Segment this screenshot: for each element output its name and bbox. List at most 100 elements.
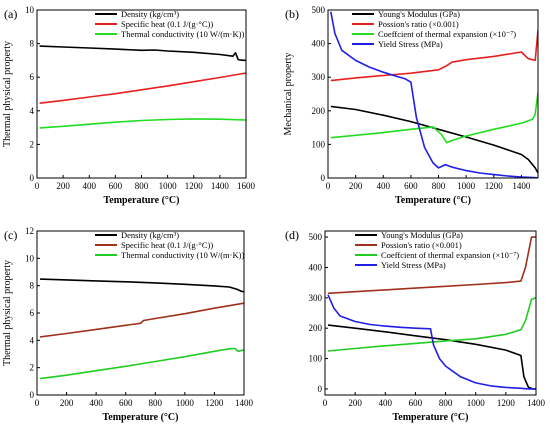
series-line-2 — [39, 72, 246, 104]
y-tick-label: 500 — [309, 232, 323, 242]
series-line-1 — [330, 105, 538, 174]
legend: Density (kg/cm³)Specific heat (0.1 J/(g·… — [95, 230, 244, 260]
plot-frame — [324, 230, 537, 396]
y-tick-label: 6 — [30, 72, 35, 82]
series-line-3 — [39, 118, 246, 129]
panel-label: (b) — [285, 7, 299, 21]
x-tick-label: 800 — [149, 398, 163, 408]
x-axis-label: Temperature (°C) — [104, 195, 180, 206]
y-tick-label: 6 — [30, 308, 35, 318]
y-tick-label: 4 — [30, 335, 35, 345]
series-line-3 — [327, 297, 536, 352]
y-tick-label: 2 — [30, 363, 35, 373]
x-tick-label: 1000 — [457, 181, 476, 191]
series-line-1 — [39, 45, 246, 62]
chart-panel-2: (b) 0 200 400 600 800 1000 1200 1400 0 100 200 300 40… — [283, 5, 539, 206]
series-line-4 — [327, 294, 536, 390]
legend-label-1: Young's Modulus (GPa) — [378, 9, 460, 19]
plot-frame — [327, 9, 539, 179]
legend-label-3: Thermal conductivity (10 W/(m·K)) — [121, 250, 244, 260]
x-tick-label: 1000 — [176, 398, 195, 408]
x-tick-label: 1400 — [235, 398, 254, 408]
y-tick-label: 200 — [312, 106, 326, 116]
legend-label-1: Young's Modulus (GPa) — [381, 230, 463, 240]
y-tick-label: 2 — [30, 139, 35, 149]
series-line-4 — [330, 11, 538, 178]
x-tick-label: 400 — [377, 181, 391, 191]
legend: Young's Modulus (GPa)Possion's ratio (×0… — [355, 230, 519, 270]
legend-label-4: Yield Stress (MPa) — [381, 260, 446, 270]
y-axis-label: Mechanical property — [283, 52, 294, 135]
legend-label-2: Specific heat (0.1 J/(g·°C)) — [121, 240, 213, 250]
y-tick-label: 8 — [30, 281, 35, 291]
x-tick-label: 1200 — [497, 398, 516, 408]
series-line-1 — [39, 278, 244, 293]
x-tick-label: 600 — [109, 181, 123, 191]
x-tick-label: 0 — [323, 398, 328, 408]
legend: Young's Modulus (GPa)Possion's ratio (×0… — [352, 9, 516, 49]
legend-label-3: Coeffcient of thermal expansion (×10⁻⁷) — [378, 29, 516, 39]
y-tick-label: 400 — [309, 262, 323, 272]
y-tick-label: 200 — [309, 323, 323, 333]
y-tick-label: 300 — [309, 293, 323, 303]
y-tick-label: 100 — [312, 139, 326, 149]
x-tick-label: 1400 — [512, 181, 531, 191]
series-line-2 — [330, 30, 538, 82]
chart-panel-3: (c) 0 200 400 600 800 1000 1200 1400 0 2 4 6 8 10 12 Tem… — [2, 226, 254, 423]
panel-label: (a) — [4, 7, 17, 21]
x-tick-label: 400 — [379, 398, 393, 408]
x-tick-label: 1200 — [185, 181, 204, 191]
legend-label-2: Possion's ratio (×0.001) — [378, 19, 459, 29]
panel-label: (d) — [285, 228, 299, 242]
legend: Density (kg/cm³)Specific heat (0.1 J/(g·… — [95, 9, 244, 39]
y-tick-label: 10 — [25, 5, 35, 15]
panel-label: (c) — [4, 228, 17, 242]
legend-label-2: Specific heat (0.1 J/(g·°C)) — [121, 19, 213, 29]
y-tick-label: 0 — [321, 173, 326, 183]
x-tick-label: 1400 — [211, 181, 230, 191]
y-tick-label: 4 — [30, 106, 35, 116]
legend-label-3: Coeffcient of thermal expansion (×10⁻⁷) — [381, 250, 519, 260]
x-tick-label: 800 — [439, 398, 453, 408]
chart-panel-1: (a) 0 200 400 600 800 1000 1200 1400 1600 0 2 4 6 8 10 T… — [2, 5, 256, 206]
y-tick-label: 0 — [30, 173, 35, 183]
x-tick-label: 600 — [409, 398, 423, 408]
series-line-3 — [330, 92, 538, 144]
x-tick-label: 200 — [349, 181, 363, 191]
y-axis-label: Thermal physical property — [2, 260, 13, 366]
x-tick-label: 800 — [135, 181, 149, 191]
series-line-1 — [327, 324, 536, 390]
y-tick-label: 100 — [309, 354, 323, 364]
x-tick-label: 400 — [83, 181, 97, 191]
x-tick-label: 200 — [60, 398, 74, 408]
y-tick-label: 0 — [30, 390, 35, 400]
legend-label-3: Thermal conductivity (10 W/(m·K)) — [121, 29, 244, 39]
y-tick-label: 500 — [312, 5, 326, 15]
x-tick-label: 1200 — [485, 181, 504, 191]
y-tick-label: 0 — [318, 384, 323, 394]
legend-label-1: Density (kg/cm³) — [121, 230, 179, 240]
x-tick-label: 1000 — [159, 181, 178, 191]
x-axis-label: Temperature (°C) — [393, 412, 469, 423]
x-tick-label: 0 — [326, 181, 331, 191]
x-tick-label: 200 — [56, 181, 70, 191]
y-tick-label: 300 — [312, 72, 326, 82]
y-tick-label: 400 — [312, 39, 326, 49]
x-tick-label: 1200 — [205, 398, 224, 408]
x-tick-label: 0 — [35, 398, 40, 408]
x-tick-label: 600 — [404, 181, 418, 191]
x-tick-label: 800 — [432, 181, 446, 191]
y-tick-label: 10 — [25, 253, 35, 263]
x-tick-label: 1000 — [467, 398, 486, 408]
series-line-2 — [327, 236, 536, 295]
legend-label-4: Yield Stress (MPa) — [378, 39, 443, 49]
legend-label-2: Possion's ratio (×0.001) — [381, 240, 462, 250]
y-tick-label: 8 — [30, 39, 35, 49]
x-axis-label: Temperature (°C) — [395, 195, 471, 206]
y-tick-label: 12 — [25, 226, 34, 236]
x-tick-label: 200 — [348, 398, 362, 408]
x-axis-label: Temperature (°C) — [103, 412, 179, 423]
x-tick-label: 1600 — [237, 181, 256, 191]
